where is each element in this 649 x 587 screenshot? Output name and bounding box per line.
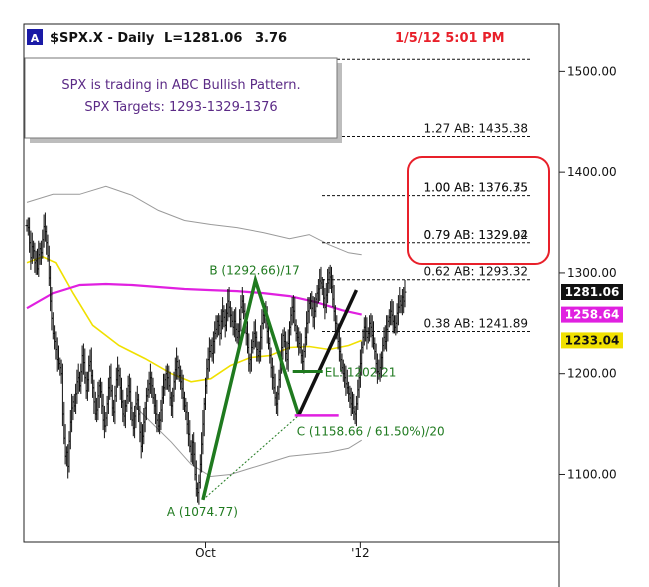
fib-label: 1.00 AB: 1376.75	[424, 181, 528, 195]
x-tick-label: '12	[351, 546, 370, 560]
note-line-1: SPX is trading in ABC Bullish Pattern.	[61, 78, 300, 93]
price-tag-label: 1258.64	[565, 308, 620, 322]
point-a-label: A (1074.77)	[167, 505, 238, 519]
abc-legs	[201, 273, 301, 501]
x-tick-label: Oct	[195, 546, 216, 560]
x-axis: Oct '12	[195, 542, 370, 560]
projection-line	[297, 289, 359, 417]
abc-pattern: EL: 1202.21 A (1074.77) B (1292.66)/17 C (1…	[167, 263, 445, 519]
bollinger-lower-line	[134, 405, 362, 478]
timestamp: 1/5/12 5:01 PM	[395, 31, 505, 46]
fib-label: 0.62 AB: 1293.32	[424, 265, 528, 279]
fib-label: 1.00 AB: 1376.35	[424, 181, 528, 195]
entry-level-label: EL: 1202.21	[325, 365, 397, 379]
note-line-2: SPX Targets: 1293-1329-1376	[84, 100, 277, 115]
point-c-label: C (1158.66 / 61.50%)/20	[297, 424, 445, 438]
point-b-label: B (1292.66)/17	[209, 263, 299, 277]
note-box: SPX is trading in ABC Bullish Pattern. S…	[24, 57, 342, 143]
price-tag-bg	[561, 306, 623, 323]
y-tick-label: 1500.00	[567, 64, 617, 78]
bollinger-upper-line	[26, 185, 362, 256]
price-bar	[403, 280, 407, 308]
y-axis: 1100.00 1200.00 1300.00 1400.00 1500.00	[559, 64, 617, 481]
price-tag-label: 1281.06	[565, 285, 620, 299]
price-tag-bg	[561, 284, 623, 300]
last-price: L=1281.06	[164, 31, 242, 46]
targets-highlight-box	[407, 156, 550, 265]
symbol-badge[interactable]	[27, 29, 43, 45]
ac-dotted-line	[202, 414, 300, 501]
symbol-badge-label: A	[31, 32, 40, 45]
price-tag-label: 1233.04	[565, 333, 620, 347]
fib-label: 1.27 AB: 1435.38	[424, 122, 528, 136]
fib-label: 0.38 AB: 1241.89	[424, 317, 528, 331]
price-bars	[25, 212, 407, 505]
price-tag-bg	[561, 332, 623, 349]
price-tags: 1281.06 1258.64 1233.04	[561, 284, 623, 349]
y-tick-label: 1100.00	[567, 467, 617, 481]
y-tick-label: 1400.00	[567, 165, 617, 179]
bollinger-bands	[26, 185, 362, 478]
y-tick-label: 1200.00	[567, 367, 617, 381]
fib-label: 0.79 AB: 1329.92	[424, 228, 528, 242]
note-panel	[24, 57, 338, 139]
y-tick-label: 1300.00	[567, 266, 617, 280]
fib-label: 0.79 AB: 1329.04	[424, 228, 528, 242]
chart-title: $SPX.X - Daily	[50, 31, 155, 46]
price-change: 3.76	[255, 31, 287, 46]
fib-levels: 1.27 AB: 1435.38 1.00 AB: 1376.751.00 AB:…	[322, 58, 530, 332]
